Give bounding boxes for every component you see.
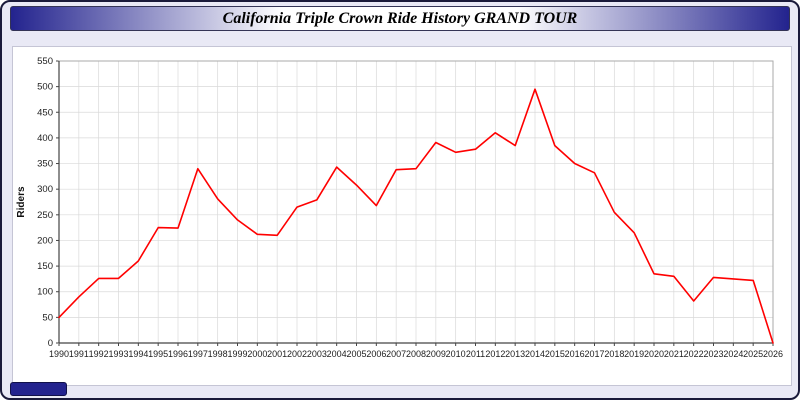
svg-text:350: 350 xyxy=(37,159,53,170)
svg-text:2001: 2001 xyxy=(267,349,287,359)
svg-text:2003: 2003 xyxy=(307,349,327,359)
svg-text:2025: 2025 xyxy=(743,349,763,359)
svg-text:300: 300 xyxy=(37,184,53,195)
svg-text:2026: 2026 xyxy=(763,349,783,359)
svg-text:2005: 2005 xyxy=(346,349,366,359)
svg-text:250: 250 xyxy=(37,210,53,221)
svg-text:2010: 2010 xyxy=(446,349,466,359)
svg-text:550: 550 xyxy=(37,56,53,67)
svg-text:2015: 2015 xyxy=(545,349,565,359)
svg-text:2022: 2022 xyxy=(684,349,704,359)
svg-text:1998: 1998 xyxy=(208,349,228,359)
svg-text:2014: 2014 xyxy=(525,349,545,359)
svg-text:1997: 1997 xyxy=(188,349,208,359)
svg-text:1994: 1994 xyxy=(128,349,148,359)
svg-text:2004: 2004 xyxy=(327,349,347,359)
svg-text:1996: 1996 xyxy=(168,349,188,359)
svg-text:2024: 2024 xyxy=(723,349,743,359)
svg-text:50: 50 xyxy=(42,312,53,323)
svg-text:2000: 2000 xyxy=(247,349,267,359)
svg-text:1995: 1995 xyxy=(148,349,168,359)
svg-text:2008: 2008 xyxy=(406,349,426,359)
svg-text:2016: 2016 xyxy=(565,349,585,359)
svg-text:2009: 2009 xyxy=(426,349,446,359)
svg-text:2011: 2011 xyxy=(466,349,485,359)
chart-panel: 1990 1991 1992 1993 1994 1995 1996 1997 1998 1999… xyxy=(12,46,792,386)
svg-text:2023: 2023 xyxy=(703,349,723,359)
svg-text:200: 200 xyxy=(37,235,53,246)
svg-text:400: 400 xyxy=(37,133,53,144)
svg-text:2021: 2021 xyxy=(664,349,684,359)
svg-text:150: 150 xyxy=(37,261,53,272)
svg-text:100: 100 xyxy=(37,287,53,298)
svg-text:2006: 2006 xyxy=(366,349,386,359)
svg-text:2002: 2002 xyxy=(287,349,307,359)
svg-text:1993: 1993 xyxy=(108,349,128,359)
svg-text:Riders: Riders xyxy=(16,186,27,218)
chart-title: California Triple Crown Ride History GRA… xyxy=(222,9,578,27)
chart-title-bar: California Triple Crown Ride History GRA… xyxy=(10,6,790,31)
svg-text:2013: 2013 xyxy=(505,349,525,359)
svg-text:1992: 1992 xyxy=(89,349,109,359)
svg-text:2019: 2019 xyxy=(624,349,644,359)
svg-text:0: 0 xyxy=(48,338,53,349)
svg-text:1999: 1999 xyxy=(227,349,247,359)
svg-text:500: 500 xyxy=(37,82,53,93)
svg-text:2020: 2020 xyxy=(644,349,664,359)
svg-text:1991: 1991 xyxy=(69,349,89,359)
svg-text:450: 450 xyxy=(37,107,53,118)
svg-text:1990: 1990 xyxy=(49,349,69,359)
svg-text:2012: 2012 xyxy=(485,349,505,359)
svg-text:2007: 2007 xyxy=(386,349,406,359)
svg-text:2018: 2018 xyxy=(604,349,624,359)
line-chart: 1990 1991 1992 1993 1994 1995 1996 1997 1998 1999… xyxy=(16,56,783,359)
footer-button[interactable] xyxy=(10,382,67,396)
svg-text:2017: 2017 xyxy=(584,349,604,359)
